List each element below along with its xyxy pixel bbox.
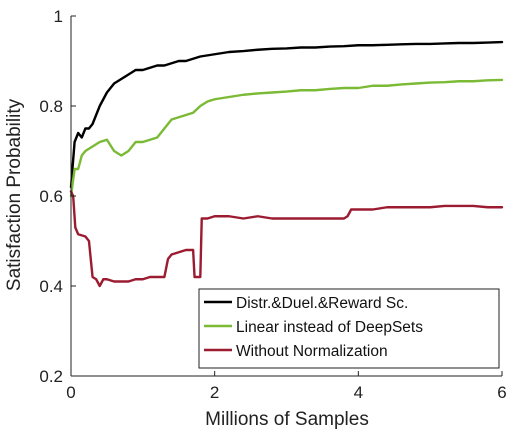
series-layer <box>69 40 504 288</box>
y-tick-label: 0.2 <box>39 367 63 386</box>
y-tick-label: 0.4 <box>39 277 63 296</box>
legend-label-2: Without Normalization <box>236 343 388 360</box>
legend-label-1: Linear instead of DeepSets <box>236 319 423 336</box>
series-line-2 <box>69 190 504 288</box>
x-tick-label: 4 <box>354 383 363 402</box>
x-tick-label: 2 <box>210 383 219 402</box>
series-line-1 <box>69 78 504 198</box>
x-axis-label: Millions of Samples <box>205 409 369 430</box>
legend-box <box>198 288 500 369</box>
axes-layer: 0 2 4 6 0.2 0.4 0.6 0.8 1 <box>39 7 506 402</box>
y-tick-label: 0.8 <box>39 97 63 116</box>
y-tick-label: 0.6 <box>39 187 63 206</box>
x-tick-label: 6 <box>497 383 506 402</box>
x-tick-label: 0 <box>66 383 75 402</box>
y-axis-label: Satisfaction Probability <box>4 98 25 291</box>
legend-label-0: Distr.&Duel.&Reward Sc. <box>236 295 408 312</box>
y-tick-label: 1 <box>54 7 63 26</box>
legend: Distr.&Duel.&Reward Sc. Linear instead of… <box>198 288 500 369</box>
series-line-0 <box>69 40 504 189</box>
